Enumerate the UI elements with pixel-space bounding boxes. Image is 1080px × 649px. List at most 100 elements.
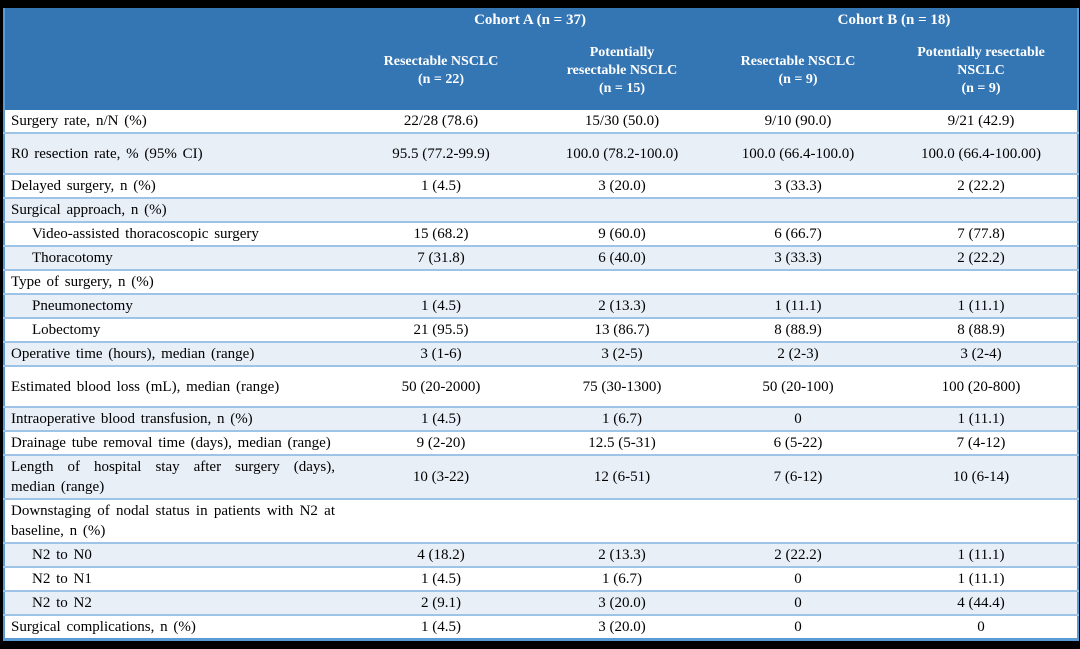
cell-value: 1 (11.1) bbox=[885, 294, 1079, 318]
cell-value: 15 (68.2) bbox=[349, 222, 533, 246]
row-label-column-subheader bbox=[4, 32, 349, 110]
table-row: Downstaging of nodal status in patients … bbox=[4, 499, 1079, 543]
table-row: Surgery rate, n/N (%) 22/28 (78.6) 15/30 (… bbox=[4, 110, 1079, 133]
cell-value: 9 (60.0) bbox=[533, 222, 712, 246]
cell-value: 100.0 (66.4-100.00) bbox=[885, 133, 1079, 174]
cell-value: 9 (2-20) bbox=[349, 431, 533, 455]
cell-value: 8 (88.9) bbox=[885, 318, 1079, 342]
cell-value: 3 (20.0) bbox=[533, 174, 712, 198]
cell-value: 2 (13.3) bbox=[533, 294, 712, 318]
cell-value: 0 bbox=[711, 407, 886, 431]
cell-value: 3 (2-5) bbox=[533, 342, 712, 366]
row-label: Length of hospital stay after surgery (d… bbox=[4, 455, 349, 499]
row-label: N2 to N1 bbox=[4, 567, 349, 591]
cell-value: 2 (9.1) bbox=[349, 591, 533, 615]
cell-value: 4 (18.2) bbox=[349, 543, 533, 567]
table-row: Intraoperative blood transfusion, n (%) 1… bbox=[4, 407, 1079, 431]
row-label: Thoracotomy bbox=[4, 246, 349, 270]
cell-value: 0 bbox=[711, 591, 886, 615]
cell-value: 100 (20-800) bbox=[885, 366, 1079, 407]
cell-value: 12 (6-51) bbox=[533, 455, 712, 499]
row-label: Downstaging of nodal status in patients … bbox=[4, 499, 349, 543]
table-row: Thoracotomy 7 (31.8) 6 (40.0) 3 (33.3) 2 (22… bbox=[4, 246, 1079, 270]
cell-value: 7 (6-12) bbox=[711, 455, 886, 499]
row-label: Video-assisted thoracoscopic surgery bbox=[4, 222, 349, 246]
table-row: Drainage tube removal time (days), media… bbox=[4, 431, 1079, 455]
table-row: N2 to N1 1 (4.5) 1 (6.7) 0 1 (11.1) bbox=[4, 567, 1079, 591]
cell-value bbox=[885, 198, 1079, 222]
cell-value: 9/21 (42.9) bbox=[885, 110, 1079, 133]
cell-value: 7 (77.8) bbox=[885, 222, 1079, 246]
row-label: Surgery rate, n/N (%) bbox=[4, 110, 349, 133]
column-header-cohort-a-potentially-resectable: Potentially resectable NSCLC (n = 15) bbox=[533, 32, 712, 110]
cell-value: 1 (4.5) bbox=[349, 567, 533, 591]
cell-value: 3 (2-4) bbox=[885, 342, 1079, 366]
cell-value: 15/30 (50.0) bbox=[533, 110, 712, 133]
cell-value: 6 (40.0) bbox=[533, 246, 712, 270]
cell-value: 1 (4.5) bbox=[349, 615, 533, 640]
cell-value bbox=[885, 499, 1079, 543]
cell-value: 4 (44.4) bbox=[885, 591, 1079, 615]
cell-value: 2 (2-3) bbox=[711, 342, 886, 366]
cell-value bbox=[533, 198, 712, 222]
cohort-group-row: Cohort A (n = 37) Cohort B (n = 18) bbox=[4, 8, 1079, 32]
row-label: Delayed surgery, n (%) bbox=[4, 174, 349, 198]
table-body: Surgery rate, n/N (%) 22/28 (78.6) 15/30 (… bbox=[4, 110, 1079, 640]
cell-value: 100.0 (78.2-100.0) bbox=[533, 133, 712, 174]
cell-value: 1 (6.7) bbox=[533, 407, 712, 431]
cell-value: 1 (11.1) bbox=[885, 543, 1079, 567]
cell-value: 6 (66.7) bbox=[711, 222, 886, 246]
cell-value bbox=[349, 270, 533, 294]
cell-value: 0 bbox=[885, 615, 1079, 640]
cell-value bbox=[885, 270, 1079, 294]
cell-value bbox=[349, 499, 533, 543]
cell-value bbox=[711, 270, 886, 294]
row-label: Pneumonectomy bbox=[4, 294, 349, 318]
cell-value: 0 bbox=[711, 615, 886, 640]
column-header-row: Resectable NSCLC (n = 22) Potentially resec… bbox=[4, 32, 1079, 110]
cohort-a-header: Cohort A (n = 37) bbox=[349, 8, 712, 32]
row-label-column-header bbox=[4, 8, 349, 32]
table-row: Surgical complications, n (%) 1 (4.5) 3 (2… bbox=[4, 615, 1079, 640]
cell-value: 9/10 (90.0) bbox=[711, 110, 886, 133]
cell-value: 10 (6-14) bbox=[885, 455, 1079, 499]
table-row: Pneumonectomy 1 (4.5) 2 (13.3) 1 (11.1) 1 (1… bbox=[4, 294, 1079, 318]
cell-value: 2 (22.2) bbox=[711, 543, 886, 567]
table-header: Cohort A (n = 37) Cohort B (n = 18) Rese… bbox=[4, 8, 1079, 110]
cell-value: 75 (30-1300) bbox=[533, 366, 712, 407]
row-label: N2 to N0 bbox=[4, 543, 349, 567]
cell-value: 0 bbox=[711, 567, 886, 591]
table-row: Lobectomy 21 (95.5) 13 (86.7) 8 (88.9) 8 (88… bbox=[4, 318, 1079, 342]
cell-value: 13 (86.7) bbox=[533, 318, 712, 342]
cell-value: 2 (13.3) bbox=[533, 543, 712, 567]
row-label: R0 resection rate, % (95% CI) bbox=[4, 133, 349, 174]
table-row: Delayed surgery, n (%) 1 (4.5) 3 (20.0) 3 (… bbox=[4, 174, 1079, 198]
cell-value: 1 (6.7) bbox=[533, 567, 712, 591]
cell-value: 6 (5-22) bbox=[711, 431, 886, 455]
row-label: Estimated blood loss (mL), median (range… bbox=[4, 366, 349, 407]
cell-value: 3 (33.3) bbox=[711, 246, 886, 270]
table-row: Type of surgery, n (%) bbox=[4, 270, 1079, 294]
row-label: Surgical approach, n (%) bbox=[4, 198, 349, 222]
cell-value: 1 (4.5) bbox=[349, 294, 533, 318]
row-label: N2 to N2 bbox=[4, 591, 349, 615]
cell-value bbox=[711, 499, 886, 543]
cell-value: 7 (31.8) bbox=[349, 246, 533, 270]
row-label: Type of surgery, n (%) bbox=[4, 270, 349, 294]
cell-value: 3 (1-6) bbox=[349, 342, 533, 366]
cell-value: 1 (11.1) bbox=[885, 567, 1079, 591]
table-row: Length of hospital stay after surgery (d… bbox=[4, 455, 1079, 499]
row-label: Drainage tube removal time (days), media… bbox=[4, 431, 349, 455]
cell-value: 12.5 (5-31) bbox=[533, 431, 712, 455]
cell-value: 100.0 (66.4-100.0) bbox=[711, 133, 886, 174]
column-header-cohort-b-potentially-resectable: Potentially resectable NSCLC (n = 9) bbox=[885, 32, 1079, 110]
cohort-b-header: Cohort B (n = 18) bbox=[711, 8, 1079, 32]
column-header-cohort-b-resectable: Resectable NSCLC (n = 9) bbox=[711, 32, 886, 110]
cell-value: 7 (4-12) bbox=[885, 431, 1079, 455]
cell-value: 95.5 (77.2-99.9) bbox=[349, 133, 533, 174]
table-row: Surgical approach, n (%) bbox=[4, 198, 1079, 222]
cell-value bbox=[349, 198, 533, 222]
cell-value: 3 (33.3) bbox=[711, 174, 886, 198]
cell-value: 2 (22.2) bbox=[885, 174, 1079, 198]
